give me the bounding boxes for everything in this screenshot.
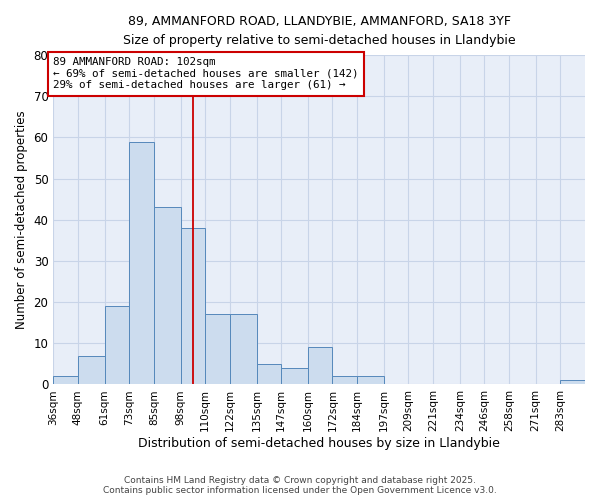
Text: Contains HM Land Registry data © Crown copyright and database right 2025.
Contai: Contains HM Land Registry data © Crown c… — [103, 476, 497, 495]
Bar — [129, 142, 154, 384]
Bar — [181, 228, 205, 384]
Bar — [53, 376, 78, 384]
Bar — [332, 376, 357, 384]
Bar — [205, 314, 230, 384]
Text: 89 AMMANFORD ROAD: 102sqm
← 69% of semi-detached houses are smaller (142)
29% of: 89 AMMANFORD ROAD: 102sqm ← 69% of semi-… — [53, 57, 359, 90]
Bar — [357, 376, 384, 384]
Bar — [257, 364, 281, 384]
Bar — [230, 314, 257, 384]
Bar — [560, 380, 585, 384]
Bar — [154, 208, 181, 384]
Title: 89, AMMANFORD ROAD, LLANDYBIE, AMMANFORD, SA18 3YF
Size of property relative to : 89, AMMANFORD ROAD, LLANDYBIE, AMMANFORD… — [123, 15, 515, 47]
Y-axis label: Number of semi-detached properties: Number of semi-detached properties — [15, 110, 28, 329]
Bar — [104, 306, 129, 384]
Bar — [308, 348, 332, 385]
Bar — [281, 368, 308, 384]
X-axis label: Distribution of semi-detached houses by size in Llandybie: Distribution of semi-detached houses by … — [138, 437, 500, 450]
Bar — [78, 356, 104, 384]
